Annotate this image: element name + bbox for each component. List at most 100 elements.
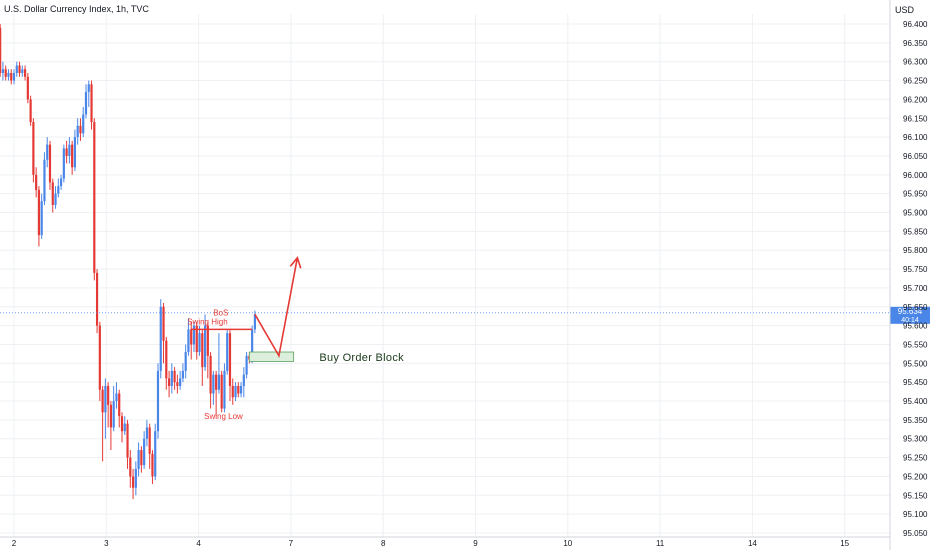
- candle-body: [242, 374, 245, 386]
- candle-body: [154, 431, 157, 477]
- candle-body: [104, 385, 107, 413]
- candle-body: [126, 423, 129, 458]
- candle-body: [215, 374, 218, 390]
- candle-body: [43, 159, 46, 202]
- y-tick-label: 96.300: [903, 58, 928, 67]
- candle-body: [109, 404, 113, 428]
- candle-body: [195, 325, 198, 353]
- candle-body: [76, 125, 79, 138]
- candle-body: [35, 174, 38, 190]
- y-tick-label: 95.750: [903, 265, 928, 274]
- candle-body: [79, 125, 82, 134]
- candle-body: [7, 73, 10, 77]
- x-tick-label: 3: [104, 539, 109, 548]
- candle-body: [23, 69, 27, 77]
- y-tick-label: 95.150: [903, 491, 928, 500]
- candle-body: [237, 385, 240, 394]
- y-tick-label: 95.100: [903, 510, 928, 519]
- candle-body: [48, 144, 52, 183]
- candle-body: [98, 325, 101, 390]
- candle-body: [32, 122, 35, 175]
- candle-body: [131, 476, 135, 488]
- y-tick-label: 95.950: [903, 190, 928, 199]
- projection-arrowhead: [289, 256, 302, 269]
- y-tick-label: 96.050: [903, 152, 928, 161]
- last-price-value: 95.634: [898, 307, 923, 316]
- y-tick-label: 95.500: [903, 359, 928, 368]
- candle-body: [73, 137, 77, 168]
- x-tick-label: 11: [656, 539, 665, 548]
- candle-body: [134, 468, 137, 488]
- candle-body: [26, 76, 29, 100]
- candle-body: [37, 189, 41, 236]
- y-tick-label: 95.800: [903, 246, 928, 255]
- candle-body: [29, 99, 32, 123]
- candle-body: [156, 370, 160, 432]
- swing-high-label: Swing High: [187, 317, 227, 326]
- candle-body: [87, 84, 90, 92]
- candle-body: [21, 69, 24, 74]
- candle-body: [101, 389, 104, 413]
- candle-body: [201, 333, 204, 368]
- buy-order-block-zone: [248, 351, 295, 362]
- y-tick-label: 95.400: [903, 397, 928, 406]
- candle-body: [167, 378, 171, 386]
- candle-body: [231, 385, 234, 398]
- candle-body: [203, 325, 207, 368]
- bar-countdown: 40:14: [901, 317, 919, 324]
- candle-body: [54, 193, 57, 205]
- candle-body: [1, 69, 5, 74]
- candle-body: [82, 114, 85, 134]
- candle-body: [137, 450, 140, 469]
- candle-body: [206, 325, 209, 356]
- candle-body: [212, 374, 215, 394]
- x-tick-label: 2: [12, 539, 17, 548]
- candle-body: [40, 201, 43, 236]
- x-tick-label: 14: [748, 539, 757, 548]
- candle-body: [118, 393, 121, 417]
- candle-body: [90, 84, 93, 123]
- candle-body: [0, 27, 2, 74]
- candle-body: [120, 416, 124, 432]
- candle-body: [226, 333, 229, 371]
- candle-body: [62, 148, 65, 179]
- currency-label[interactable]: USD: [895, 5, 915, 15]
- x-tick-label: 7: [289, 539, 294, 548]
- candle-body: [71, 144, 74, 168]
- candle-body: [179, 378, 182, 386]
- candle-body: [95, 272, 99, 326]
- candle-body: [181, 370, 185, 379]
- candle-body: [93, 122, 96, 273]
- buy-order-block-label: Buy Order Block: [319, 352, 404, 364]
- candle-body: [162, 306, 165, 341]
- candle-body: [143, 438, 146, 466]
- candle-body: [170, 370, 173, 386]
- swing-low-label: Swing Low: [204, 412, 243, 421]
- candle-body: [107, 385, 110, 405]
- projection-path: [254, 257, 299, 359]
- candle-body: [151, 453, 154, 477]
- y-tick-label: 95.850: [903, 227, 928, 236]
- x-tick-label: 9: [473, 539, 478, 548]
- y-tick-label: 96.200: [903, 95, 928, 104]
- x-tick-label: 15: [840, 539, 849, 548]
- candle-body: [217, 374, 221, 390]
- candle-body: [184, 352, 187, 371]
- candle-body: [140, 450, 143, 466]
- candle-body: [220, 374, 223, 409]
- y-tick-label: 95.700: [903, 284, 928, 293]
- y-tick-label: 96.100: [903, 133, 928, 142]
- candle-layer: [0, 24, 257, 500]
- y-tick-label: 96.000: [903, 171, 928, 180]
- y-tick-label: 95.650: [903, 303, 928, 312]
- candle-body: [4, 69, 7, 77]
- candle-body: [129, 457, 132, 477]
- y-tick-label: 95.350: [903, 416, 928, 425]
- candle-body: [65, 148, 68, 156]
- candle-body: [223, 370, 226, 409]
- candle-body: [68, 144, 71, 156]
